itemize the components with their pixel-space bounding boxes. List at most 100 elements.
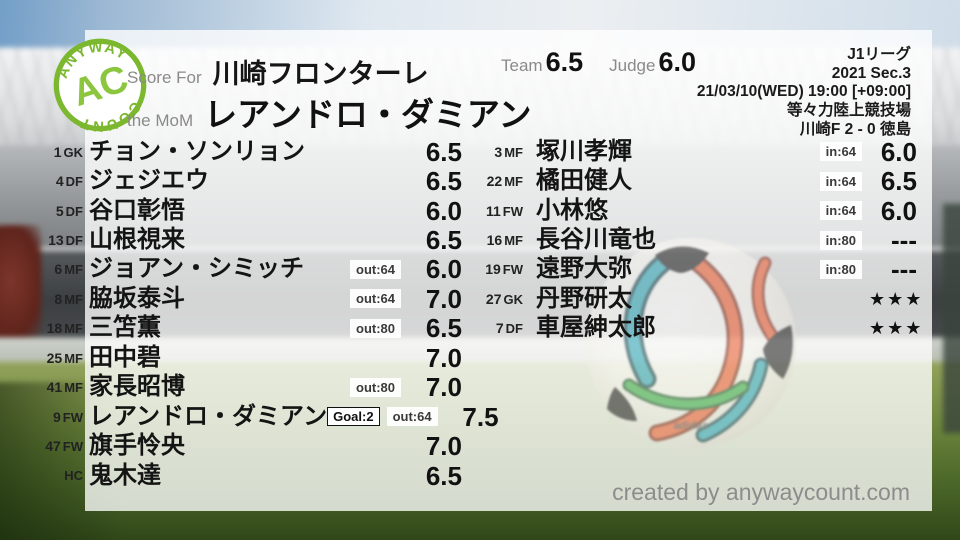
team-score-value: 6.5 [545, 47, 584, 77]
player-name: 山根視来 [89, 226, 185, 254]
team-judge-scores: Team 6.5 Judge 6.0 [501, 47, 696, 78]
player-number: 41 [46, 379, 63, 396]
judge-score-label: Judge [609, 56, 656, 75]
player-rating: --- [891, 254, 917, 285]
substitution-badge: out:64 [350, 259, 401, 279]
player-rating: 6.5 [425, 136, 462, 167]
player-number: 13 [48, 232, 64, 249]
player-number-position: 27 GK [485, 291, 523, 307]
player-position: GK [63, 144, 84, 160]
player-position: MF [64, 350, 83, 366]
player-number-position: 25 MF [45, 350, 83, 366]
ball-brand-text: adidas [674, 420, 709, 432]
substitution-badge: out:80 [350, 318, 401, 338]
player-number-position: 6 MF [45, 261, 83, 277]
player-name: 家長昭博 [89, 373, 185, 401]
player-number-position: 5 DF [45, 203, 83, 219]
player-number-position: 3 MF [485, 144, 523, 160]
overlay-panel [85, 30, 932, 511]
player-number-position: 16 MF [485, 232, 523, 248]
match-info-block: J1リーグ 2021 Sec.3 21/03/10(WED) 19:00 [+0… [697, 46, 911, 140]
player-name: 遠野大弥 [536, 255, 632, 283]
player-name: レアンドロ・ダミアン [89, 402, 328, 430]
player-row: 16 MF 長谷川竜也 in:80 --- [485, 225, 917, 254]
mom-line: the MoM レアンドロ・ダミアン [127, 88, 532, 136]
starters-list: 1 GK チョン・ソンリョン 6.5 4 DF ジェジエウ 6.5 [45, 136, 499, 490]
player-number-position: 18 MF [45, 320, 83, 336]
player-number-position: 47 FW [45, 438, 83, 454]
anywaycount-logo-icon: ANYWAY COUNT AC [51, 37, 148, 133]
judge-score-value: 6.0 [658, 47, 696, 77]
player-number: 1 [53, 143, 62, 160]
player-number-position: 41 MF [45, 379, 83, 395]
player-number: 11 [485, 202, 501, 219]
substitution-badge: in:80 [819, 230, 862, 250]
player-position: DF [505, 321, 523, 337]
player-number: 25 [46, 349, 63, 366]
player-number: 22 [486, 173, 503, 190]
player-position: FW [502, 203, 523, 219]
player-name: 塚川孝輝 [536, 137, 632, 165]
player-row: 27 GK 丹野研太 ★★★ [485, 284, 924, 313]
player-position: DF [65, 174, 83, 190]
team-score-label: Team [501, 56, 543, 75]
venue-name: 等々力陸上競技場 [786, 102, 911, 120]
player-number: 8 [54, 290, 63, 307]
player-rating: 7.5 [462, 401, 499, 432]
substitution-badge: in:64 [819, 171, 862, 191]
season-section: 2021 Sec.3 [831, 64, 911, 82]
player-rating: ★★★ [869, 318, 924, 339]
match-result: 川崎F 2 - 0 徳島 [799, 120, 911, 138]
player-rating: 6.5 [425, 313, 462, 344]
player-number: 27 [485, 290, 502, 307]
player-row: 19 FW 遠野大弥 in:80 --- [485, 255, 917, 284]
player-number: 19 [485, 261, 501, 278]
player-number: 16 [486, 232, 503, 249]
substitution-badge: out:64 [350, 289, 401, 309]
player-number: 9 [52, 408, 61, 425]
player-rating: 6.0 [425, 195, 462, 226]
mom-label: the MoM [127, 111, 194, 130]
credit-text: created by anywaycount.com [612, 479, 910, 505]
substitution-badge: in:64 [819, 201, 862, 221]
player-name: 車屋紳太郎 [536, 314, 656, 342]
player-number: 7 [495, 320, 504, 337]
player-row: 47 FW 旗手怜央 7.0 [45, 431, 462, 460]
player-number-position: HC [45, 468, 83, 483]
player-name: 長谷川竜也 [536, 226, 656, 254]
player-row: 22 MF 橘田健人 in:64 6.5 [485, 166, 917, 195]
player-number-position: 7 DF [485, 320, 523, 336]
player-rating: 7.0 [425, 431, 462, 462]
player-name: ジョアン・シミッチ [89, 255, 305, 283]
player-row: 7 DF 車屋紳太郎 ★★★ [485, 314, 924, 343]
player-name: 旗手怜央 [89, 432, 185, 460]
player-name: 鬼木達 [89, 461, 161, 489]
player-rating: 6.0 [880, 136, 917, 167]
player-row: 9 FW レアンドロ・ダミアン Goal:2 out:64 7.5 [45, 402, 499, 431]
player-position: MF [64, 262, 83, 278]
player-rating: ★★★ [869, 288, 924, 309]
substitution-badge: out:64 [386, 407, 438, 427]
player-number-position: 8 MF [45, 291, 83, 307]
player-position: HC [64, 468, 83, 484]
player-position: MF [504, 174, 523, 190]
substitutes-list: 3 MF 塚川孝輝 in:64 6.0 22 MF 橘田健人 in:64 6.5 [485, 136, 924, 343]
player-number-position: 1 GK [45, 144, 83, 160]
soccer-ball-image: adidas [585, 237, 797, 449]
player-position: GK [503, 291, 524, 307]
player-position: MF [64, 380, 83, 396]
player-name: 三笘薫 [89, 314, 161, 342]
score-for-line: Score For 川崎フロンターレ [127, 52, 429, 91]
player-position: MF [504, 233, 523, 249]
match-datetime: 21/03/10(WED) 19:00 [+09:00] [696, 83, 911, 101]
player-rating: 6.5 [425, 166, 462, 197]
player-name: 田中碧 [89, 343, 161, 371]
player-position: FW [62, 409, 83, 425]
player-name: 谷口彰悟 [89, 196, 185, 224]
player-rating: --- [891, 225, 917, 256]
player-name: チョン・ソンリョン [89, 137, 305, 165]
substitution-badge: in:80 [819, 259, 862, 279]
goal-badge: Goal:2 [327, 407, 380, 427]
